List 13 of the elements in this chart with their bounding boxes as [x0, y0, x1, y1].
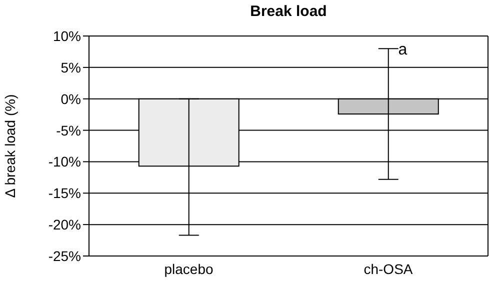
- x-tick-label: ch-OSA: [364, 260, 414, 277]
- y-tick-label: 5%: [60, 59, 81, 76]
- y-tick-label: -20%: [48, 216, 81, 233]
- annotation: a: [398, 42, 408, 59]
- y-tick-label: -5%: [56, 122, 81, 138]
- y-tick-label: 0%: [60, 90, 81, 107]
- y-tick-label: 10%: [52, 28, 81, 44]
- y-tick-label: -10%: [48, 154, 81, 170]
- chart-title: Break load: [249, 3, 328, 20]
- x-tick-label: placebo: [164, 260, 214, 277]
- y-tick-label: -25%: [48, 248, 81, 264]
- y-tick-label: -15%: [48, 185, 81, 202]
- y-axis-title: Δ break load (%): [2, 94, 18, 198]
